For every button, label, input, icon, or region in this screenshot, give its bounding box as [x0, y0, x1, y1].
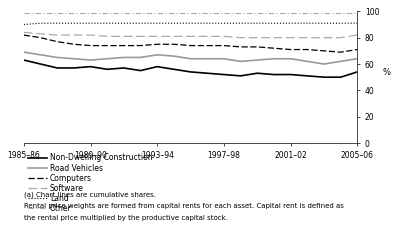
- Y-axis label: %: %: [382, 68, 390, 77]
- Text: (a) Chart lines are cumulative shares.: (a) Chart lines are cumulative shares.: [24, 192, 156, 198]
- Text: the rental price multiplied by the productive capital stock.: the rental price multiplied by the produ…: [24, 215, 228, 220]
- Text: Rental price weights are formed from capital rents for each asset. Capital rent : Rental price weights are formed from cap…: [24, 203, 344, 209]
- Legend: Non-Dwelling Construction, Road Vehicles, Computers, Software, Land, Other: Non-Dwelling Construction, Road Vehicles…: [28, 153, 152, 213]
